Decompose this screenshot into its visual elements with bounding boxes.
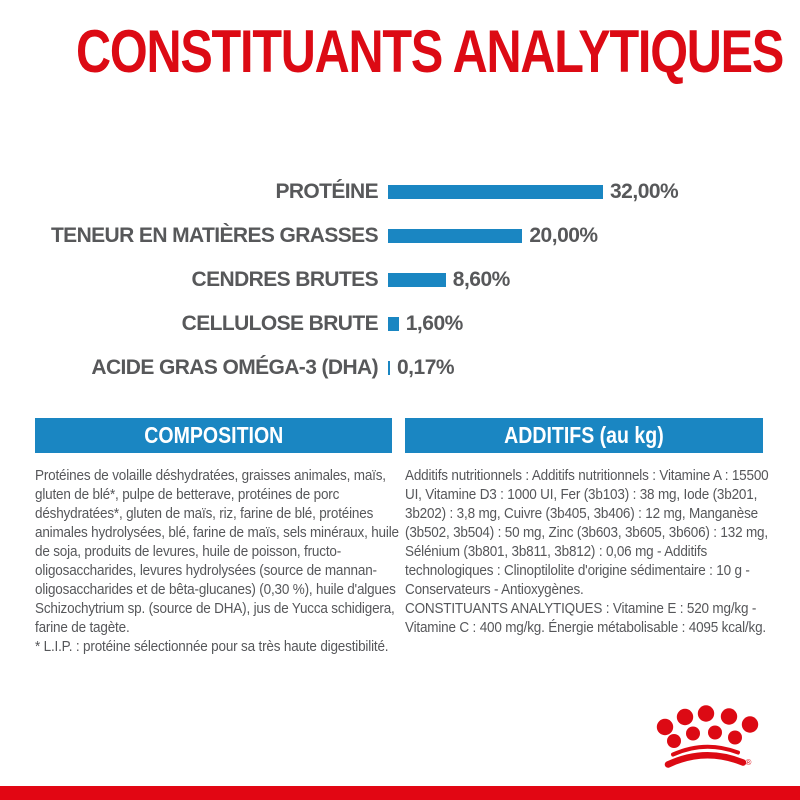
chart-value-label: 20,00% [529, 224, 598, 247]
composition-footnote: * L.I.P. : protéine sélectionnée pour sa… [35, 638, 389, 655]
composition-body: Protéines de volaille déshydratées, grai… [35, 467, 399, 636]
analytical-constituents-line: CONSTITUANTS ANALYTIQUES : Vitamine E : … [405, 600, 766, 636]
additives-body: Additifs nutritionnels : Additifs nutrit… [405, 467, 769, 598]
composition-header: COMPOSITION [35, 418, 392, 453]
composition-text: Protéines de volaille déshydratées, grai… [35, 466, 400, 656]
chart-row: TENEUR EN MATIÈRES GRASSES 20,00% [0, 214, 800, 258]
chart-value-label: 1,60% [405, 312, 464, 335]
chart-category-label: CENDRES BRUTES [191, 268, 379, 291]
composition-header-label: COMPOSITION [143, 422, 284, 448]
additives-header-label: ADDITIFS (au kg) [504, 422, 664, 448]
chart-category-label: CELLULOSE BRUTE [181, 312, 379, 335]
chart-row: CENDRES BRUTES 8,60% [0, 258, 800, 302]
royal-canin-crown-logo: ® [656, 705, 759, 768]
chart-row: ACIDE GRAS OMÉGA-3 (DHA) 0,17% [0, 346, 800, 390]
chart-row: CELLULOSE BRUTE 1,60% [0, 302, 800, 346]
chart-value-label: 8,60% [452, 268, 511, 291]
chart-category-label: PROTÉINE [275, 180, 378, 203]
additives-header: ADDITIFS (au kg) [405, 418, 763, 453]
chart-bar [388, 317, 399, 331]
chart-bar [388, 273, 446, 287]
chart-value-label: 0,17% [397, 356, 455, 379]
chart-value-label: 32,00% [610, 180, 679, 203]
chart-bar [388, 361, 390, 375]
chart-bar [388, 185, 603, 199]
analytical-chart: PROTÉINE 32,00% TENEUR EN MATIÈRES GRASSES… [0, 170, 800, 390]
registered-trademark: ® [746, 758, 752, 767]
additives-text: Additifs nutritionnels : Additifs nutrit… [405, 466, 770, 637]
page-title: CONSTITUANTS ANALYTIQUES [76, 18, 784, 85]
chart-bar [388, 229, 523, 243]
footer-red-stripe [0, 786, 800, 800]
chart-category-label: ACIDE GRAS OMÉGA-3 (DHA) [91, 356, 378, 379]
chart-row: PROTÉINE 32,00% [0, 170, 800, 214]
chart-category-label: TENEUR EN MATIÈRES GRASSES [50, 224, 379, 247]
